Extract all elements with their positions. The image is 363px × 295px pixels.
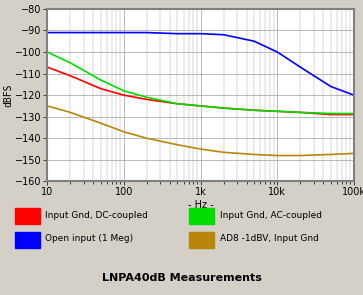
Text: LNPA40dB Measurements: LNPA40dB Measurements [102, 273, 261, 283]
Text: Open input (1 Meg): Open input (1 Meg) [45, 235, 134, 243]
X-axis label: - Hz -: - Hz - [188, 200, 213, 210]
Y-axis label: dBFS: dBFS [4, 83, 14, 107]
Text: Input Gnd, DC-coupled: Input Gnd, DC-coupled [45, 211, 148, 220]
Text: AD8 -1dBV, Input Gnd: AD8 -1dBV, Input Gnd [220, 235, 318, 243]
Text: Input Gnd, AC-coupled: Input Gnd, AC-coupled [220, 211, 322, 220]
